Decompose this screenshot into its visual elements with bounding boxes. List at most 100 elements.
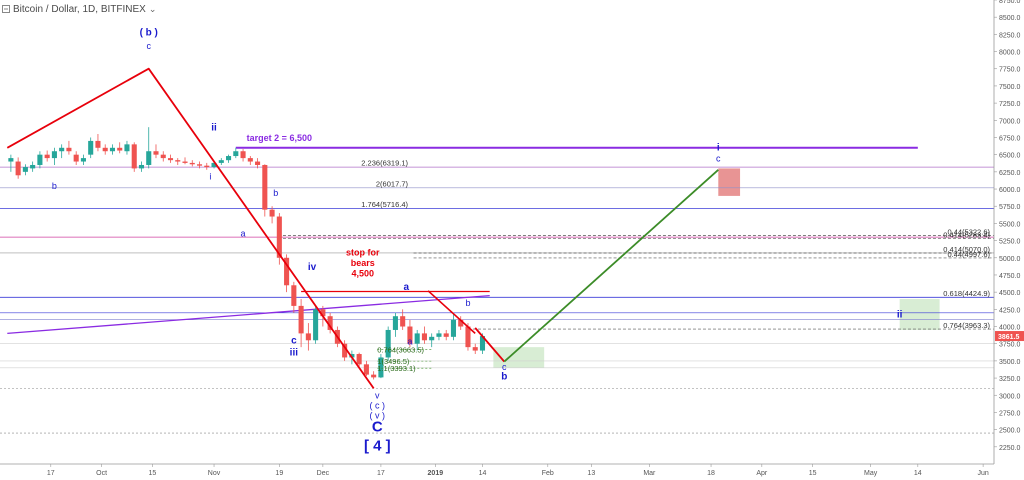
candle-body: [15, 161, 21, 176]
wave-annotation: ( c ): [370, 400, 386, 410]
wave-annotation: b: [501, 371, 507, 382]
red-wave-segment: [427, 290, 476, 334]
candle-body: [421, 333, 427, 341]
zone-box-green-2: [899, 299, 940, 330]
candle-body: [146, 151, 152, 165]
candle-body: [51, 151, 57, 159]
symbol-label: Bitcoin / Dollar, 1D, BITFINEX: [13, 3, 146, 15]
price-tick-label: 4500.0: [999, 290, 1021, 297]
fib-level-label: 0.414(5070.0): [943, 245, 990, 254]
fib-level-label: 0.618(4424.9): [943, 289, 990, 298]
candle-body: [342, 343, 348, 358]
wave-annotation: a: [407, 336, 412, 346]
candle-body: [160, 154, 166, 159]
symbol-selector[interactable]: Bitcoin / Dollar, 1D, BITFINEX ⌄: [2, 4, 156, 15]
wave-annotation: c: [716, 154, 721, 164]
time-tick-label: Jun: [977, 470, 988, 477]
candle-body: [378, 357, 384, 378]
wave-annotation: ( b ): [140, 28, 158, 39]
candle-body: [305, 333, 311, 341]
price-tick-label: 8000.0: [999, 50, 1021, 57]
price-tick-label: 5000.0: [999, 256, 1021, 263]
wave-annotation: target 2 = 6,500: [247, 133, 312, 143]
candle-body: [182, 161, 188, 163]
wave-annotation: ( v ): [370, 411, 386, 421]
price-tick-label: 6250.0: [999, 170, 1021, 177]
last-price-label: 3861.5: [998, 334, 1020, 341]
fib-level-label: 0.44(4997.6): [947, 250, 990, 259]
candle-body: [211, 162, 217, 168]
candle-body: [22, 167, 28, 172]
time-tick-label: Dec: [317, 470, 330, 477]
price-tick-label: 7250.0: [999, 101, 1021, 108]
candle-body: [327, 316, 333, 330]
wave-annotation: c: [291, 336, 297, 347]
wave-annotation: C: [372, 419, 383, 436]
time-tick-label: Feb: [542, 470, 554, 477]
wave-annotation: [ 4 ]: [364, 437, 391, 454]
candle-body: [262, 164, 268, 210]
price-tick-label: 3750.0: [999, 342, 1021, 349]
candle-body: [458, 319, 464, 327]
red-wave-segment: [474, 327, 505, 363]
candle-body: [479, 336, 486, 351]
price-tick-label: 3500.0: [999, 359, 1021, 366]
fib-level-label: 1.764(5716.4): [361, 200, 408, 209]
fib-level-label: 0.764(3963.3): [943, 321, 990, 330]
price-tick-label: 2250.0: [999, 445, 1021, 452]
candle-body: [196, 164, 203, 166]
candle-body: [59, 147, 65, 152]
candle-body: [269, 209, 275, 217]
wave-annotation: ii: [897, 310, 903, 321]
candle-body: [407, 326, 413, 344]
time-tick-label: Apr: [756, 470, 768, 477]
time-tick-label: 15: [809, 470, 817, 477]
price-tick-label: 5500.0: [999, 221, 1021, 228]
price-tick-label: 7750.0: [999, 67, 1021, 74]
candle-body: [255, 161, 261, 165]
candle-body: [131, 144, 137, 169]
chevron-down-icon[interactable]: ⌄: [148, 3, 157, 14]
candle-body: [175, 160, 181, 162]
price-tick-label: 3000.0: [999, 393, 1021, 400]
price-tick-label: 7500.0: [999, 84, 1021, 91]
candle-body: [400, 316, 406, 327]
price-tick-label: 4250.0: [999, 307, 1021, 314]
small-fib-label: 0.764(3663.5): [377, 346, 424, 355]
candle-body: [465, 326, 471, 348]
chart-header[interactable]: Bitcoin / Dollar, 1D, BITFINEX ⌄: [2, 2, 156, 16]
candle-body: [167, 158, 174, 161]
candle-body: [80, 158, 86, 162]
wave-annotation: c: [502, 362, 507, 372]
price-tick-label: 4750.0: [999, 273, 1021, 280]
candle-body: [138, 164, 145, 169]
candle-body: [66, 147, 72, 152]
price-tick-label: 5750.0: [999, 204, 1021, 211]
wave-annotation: ii: [211, 123, 217, 134]
small-fib-label: 1.1(3393.1): [377, 364, 416, 373]
wave-annotation: stop for: [346, 248, 380, 258]
fib-level-label: 2(6017.7): [376, 179, 409, 188]
price-tick-label: 8500.0: [999, 15, 1021, 22]
time-tick-label: 13: [587, 470, 595, 477]
candle-body: [218, 160, 224, 163]
wave-annotation: 4,500: [352, 268, 375, 278]
wave-annotation: iv: [308, 262, 317, 273]
wave-annotation: a: [404, 282, 410, 293]
candle-body: [30, 164, 36, 169]
time-tick-label: Mar: [643, 470, 656, 477]
candle-body: [429, 336, 435, 341]
candle-body: [320, 309, 326, 317]
candle-body: [95, 140, 101, 148]
candle-body: [363, 364, 369, 375]
wave-annotation: a: [241, 228, 246, 238]
candle-body: [392, 316, 398, 330]
time-tick-label: 17: [47, 470, 55, 477]
price-tick-label: 8750.0: [999, 0, 1021, 5]
price-tick-label: 6000.0: [999, 187, 1021, 194]
price-tick-label: 2750.0: [999, 410, 1021, 417]
candle-body: [109, 147, 115, 152]
wave-annotation: i: [209, 171, 211, 181]
collapse-square-icon[interactable]: [2, 5, 10, 13]
